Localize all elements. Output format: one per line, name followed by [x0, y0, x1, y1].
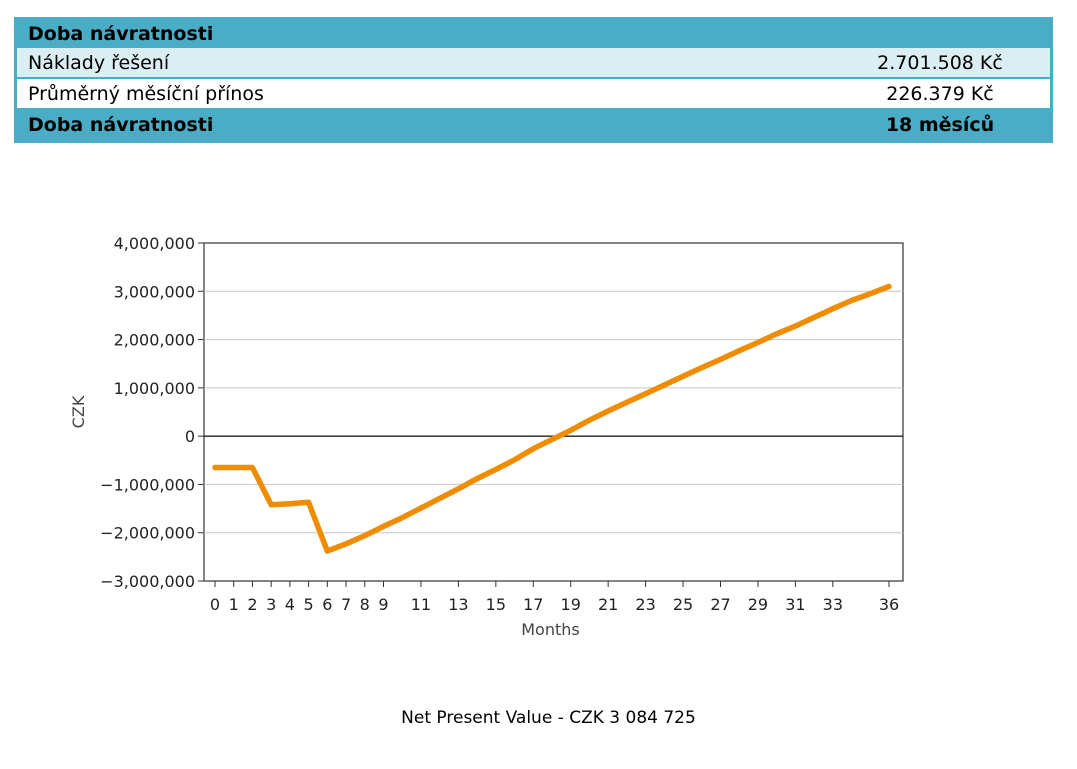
- table-total-row: Doba návratnosti 18 měsíců: [17, 110, 1050, 140]
- x-tick-label: 17: [523, 595, 543, 614]
- x-tick-label: 31: [785, 595, 805, 614]
- table-row: Průměrný měsíční přínos 226.379 Kč: [17, 79, 1050, 110]
- x-tick-label: 1: [229, 595, 239, 614]
- table-header-label: Doba návratnosti: [28, 23, 214, 45]
- y-tick-label: 4,000,000: [114, 234, 195, 253]
- x-tick-label: 13: [448, 595, 468, 614]
- x-tick-label: 0: [210, 595, 220, 614]
- x-tick-label: 21: [598, 595, 618, 614]
- x-tick-label: 15: [486, 595, 506, 614]
- x-tick-label: 27: [710, 595, 730, 614]
- monthly-benefit-label: Průměrný měsíční přínos: [28, 82, 264, 105]
- x-tick-label: 19: [561, 595, 581, 614]
- payback-summary-table: Doba návratnosti Náklady řešení 2.701.50…: [14, 17, 1053, 143]
- y-tick-label: −1,000,000: [100, 475, 195, 494]
- x-tick-label: 11: [411, 595, 431, 614]
- x-tick-label: 23: [635, 595, 655, 614]
- x-tick-label: 3: [266, 595, 276, 614]
- cost-label: Náklady řešení: [28, 51, 170, 74]
- x-tick-label: 25: [673, 595, 693, 614]
- monthly-benefit-value: 226.379 Kč: [886, 82, 994, 105]
- y-tick-label: 0: [185, 427, 195, 446]
- y-axis-title: CZK: [69, 395, 88, 428]
- x-tick-label: 29: [748, 595, 768, 614]
- x-tick-label: 5: [304, 595, 314, 614]
- payback-value: 18 měsíců: [885, 114, 995, 136]
- y-tick-label: 1,000,000: [114, 379, 195, 398]
- net-present-value-caption: Net Present Value - CZK 3 084 725: [401, 708, 696, 728]
- cost-value: 2.701.508 Kč: [877, 51, 1003, 74]
- x-tick-label: 9: [378, 595, 388, 614]
- table-row: Náklady řešení 2.701.508 Kč: [17, 48, 1050, 79]
- x-tick-label: 33: [823, 595, 843, 614]
- y-tick-label: −2,000,000: [100, 524, 195, 543]
- plot-area: [203, 242, 904, 582]
- x-tick-label: 8: [360, 595, 370, 614]
- y-tick-label: −3,000,000: [100, 572, 195, 591]
- y-tick-label: 3,000,000: [114, 282, 195, 301]
- y-tick-label: 2,000,000: [114, 331, 195, 350]
- x-tick-label: 7: [341, 595, 351, 614]
- x-tick-label: 6: [322, 595, 332, 614]
- x-tick-label: 36: [879, 595, 899, 614]
- payback-label: Doba návratnosti: [28, 114, 214, 136]
- x-tick-label: 4: [285, 595, 295, 614]
- x-axis-title: Months: [521, 620, 579, 639]
- x-tick-label: 2: [247, 595, 257, 614]
- table-header-row: Doba návratnosti: [17, 20, 1050, 48]
